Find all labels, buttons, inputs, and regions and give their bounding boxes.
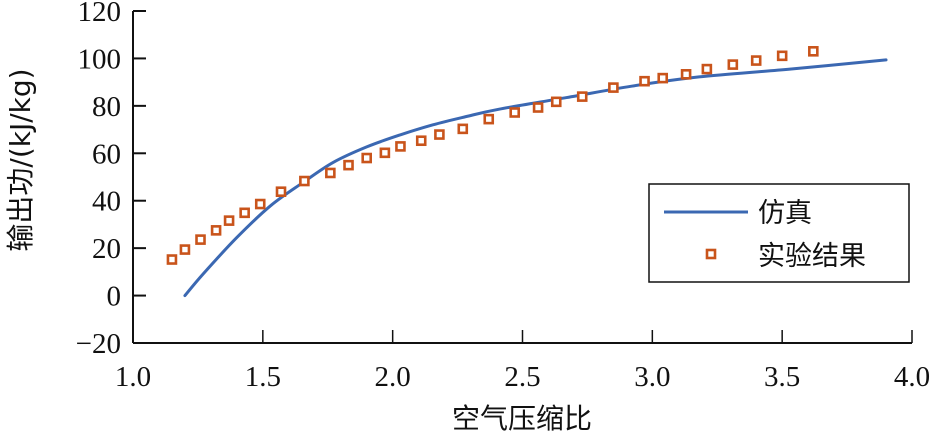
experiment-point [657, 72, 669, 84]
experiment-point [750, 55, 762, 66]
experiment-point [166, 254, 178, 265]
experiment-point [550, 96, 562, 108]
experiment-point [457, 123, 469, 135]
experiment-point [223, 215, 235, 226]
experiment-point [179, 244, 191, 255]
experiment-point [343, 159, 354, 171]
experiment-point [325, 167, 336, 179]
x-tick-label: 4.0 [894, 361, 930, 393]
experiment-point [239, 207, 250, 219]
y-tick-label: 0 [107, 281, 122, 313]
x-axis-title: 空气压缩比 [452, 402, 592, 435]
y-tick-label: 120 [78, 0, 122, 28]
x-tick-label: 3.0 [634, 361, 670, 393]
axes: −20 0 20 40 60 80 100 120 1.0 1.5 2.0 2.5 3.0 3.5 4.0 [76, 0, 930, 393]
experiment-point [680, 69, 692, 80]
experiment-point [275, 186, 287, 198]
experiment-point [195, 234, 206, 245]
y-tick-label: 60 [92, 138, 121, 170]
experiment-point [701, 63, 713, 75]
y-tick-label: 40 [92, 186, 121, 218]
y-tick-label: −20 [76, 328, 121, 360]
legend: 仿真 实验结果 [648, 183, 910, 283]
experiment-point [808, 46, 819, 57]
y-tick-label: 20 [92, 233, 121, 265]
y-axis-title: 输出功/(kJ/kg) [4, 68, 37, 251]
experiment-point [254, 198, 266, 210]
x-tick-label: 2.0 [375, 361, 411, 393]
experiment-point [361, 152, 373, 164]
x-tick-label: 2.5 [504, 361, 540, 393]
x-tick-label: 1.5 [245, 361, 281, 393]
experiment-point [608, 82, 619, 93]
experiment-point [776, 50, 788, 62]
experiment-point [210, 225, 222, 236]
experiment-point [576, 91, 588, 102]
legend-label-experiment: 实验结果 [758, 241, 866, 272]
experiment-point [415, 135, 427, 147]
plot-area [166, 46, 888, 298]
legend-label-simulation: 仿真 [758, 198, 812, 229]
experiment-point [483, 113, 495, 125]
x-tick-label: 1.0 [115, 361, 151, 393]
y-tick-label: 80 [92, 91, 121, 123]
legend-square-marker-icon [705, 248, 717, 260]
experiment-point [639, 75, 650, 87]
experiment-point [395, 141, 406, 152]
experiment-point [727, 59, 739, 70]
experiment-point [532, 102, 544, 113]
legend-box [648, 183, 910, 283]
y-tick-label: 100 [78, 43, 122, 75]
experiment-point [299, 175, 310, 187]
x-tick-label: 3.5 [764, 361, 800, 393]
experiment-point [434, 129, 445, 140]
experiment-point [509, 107, 521, 118]
experiment-point [379, 147, 391, 159]
